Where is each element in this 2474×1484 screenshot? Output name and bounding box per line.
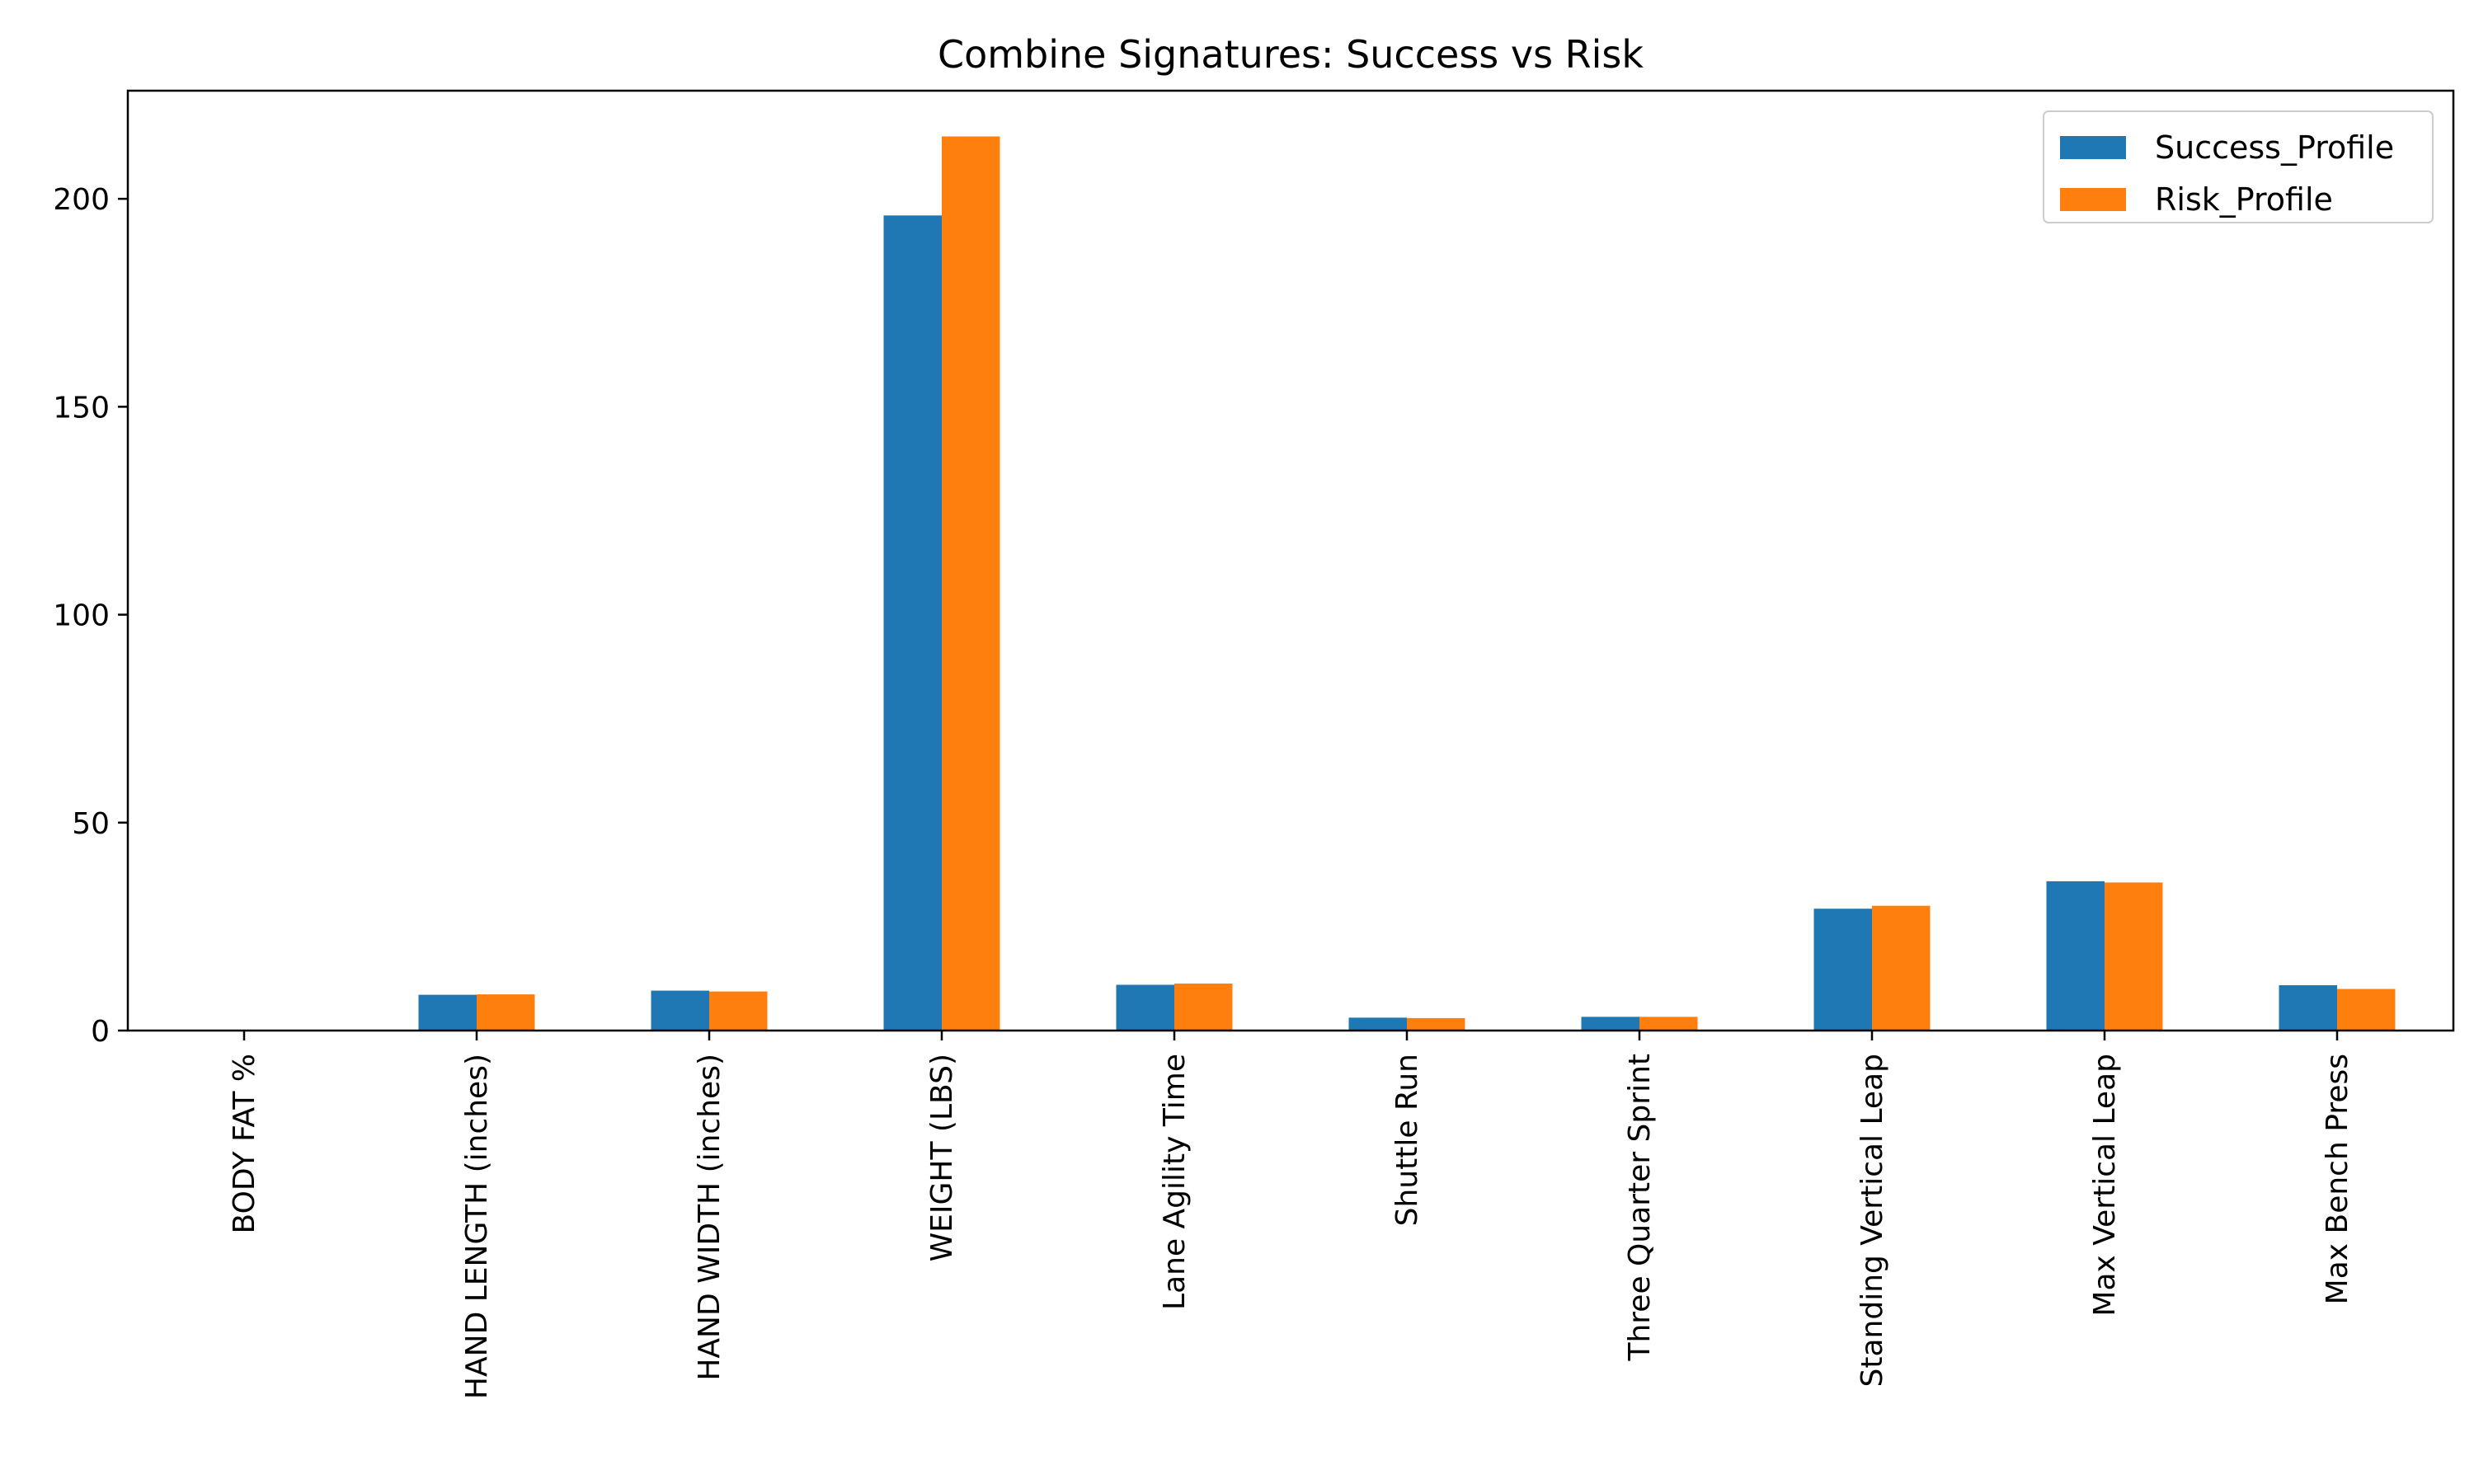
bar-success-profile-4 — [1116, 984, 1174, 1031]
bar-success-profile-2 — [651, 990, 709, 1031]
x-tick-label-7: Standing Vertical Leap — [1856, 1054, 1889, 1388]
x-tick-label-9: Max Bench Press — [2321, 1054, 2354, 1304]
bar-success-profile-3 — [883, 215, 942, 1031]
x-tick-label-1: HAND LENGTH (inches) — [460, 1054, 494, 1399]
legend-swatch-0 — [2060, 136, 2126, 159]
legend-box — [2043, 110, 2434, 223]
legend-label-0: Success_Profile — [2155, 129, 2394, 166]
x-tick-label-8: Max Vertical Leap — [2088, 1054, 2122, 1317]
bar-success-profile-1 — [418, 994, 477, 1031]
bar-risk-profile-7 — [1872, 905, 1931, 1031]
legend-swatch-1 — [2060, 188, 2126, 211]
x-tick-label-0: BODY FAT % — [228, 1054, 261, 1233]
bar-risk-profile-3 — [942, 136, 1000, 1031]
bar-success-profile-5 — [1348, 1017, 1407, 1031]
bar-risk-profile-9 — [2337, 989, 2396, 1031]
bar-risk-profile-1 — [477, 994, 535, 1031]
y-tick-label-2: 100 — [53, 599, 110, 633]
bar-risk-profile-4 — [1174, 984, 1233, 1031]
bar-success-profile-7 — [1813, 909, 1872, 1031]
plot-frame — [126, 89, 2455, 1032]
y-tick-label-4: 200 — [53, 183, 110, 217]
x-tick-label-5: Shuttle Run — [1390, 1054, 1424, 1226]
bar-risk-profile-2 — [709, 991, 768, 1031]
x-axis: BODY FAT % HAND LENGTH (inches) HAND WIDTH… — [228, 1031, 2354, 1399]
y-tick-label-1: 50 — [72, 807, 110, 841]
bar-success-profile-8 — [2046, 881, 2105, 1031]
bars-layer — [418, 136, 2396, 1031]
bar-risk-profile-6 — [1639, 1017, 1698, 1031]
x-tick-label-2: HAND WIDTH (inches) — [693, 1054, 727, 1381]
x-tick-label-3: WEIGHT (LBS) — [925, 1054, 959, 1261]
bar-risk-profile-5 — [1407, 1017, 1465, 1031]
y-tick-label-0: 0 — [91, 1015, 110, 1049]
bar-success-profile-9 — [2279, 985, 2337, 1031]
bar-risk-profile-8 — [2105, 882, 2163, 1031]
x-tick-label-4: Lane Agility Time — [1158, 1054, 1192, 1310]
chart-title: Combine Signatures: Success vs Risk — [938, 32, 1644, 77]
y-axis: 0 50 100 150 200 — [53, 183, 128, 1049]
legend-label-1: Risk_Profile — [2155, 181, 2333, 218]
x-tick-label-6: Three Quarter Sprint — [1623, 1054, 1657, 1362]
bar-success-profile-6 — [1581, 1017, 1639, 1031]
y-tick-label-3: 150 — [53, 391, 110, 425]
legend: Success_Profile Risk_Profile — [2043, 110, 2434, 223]
